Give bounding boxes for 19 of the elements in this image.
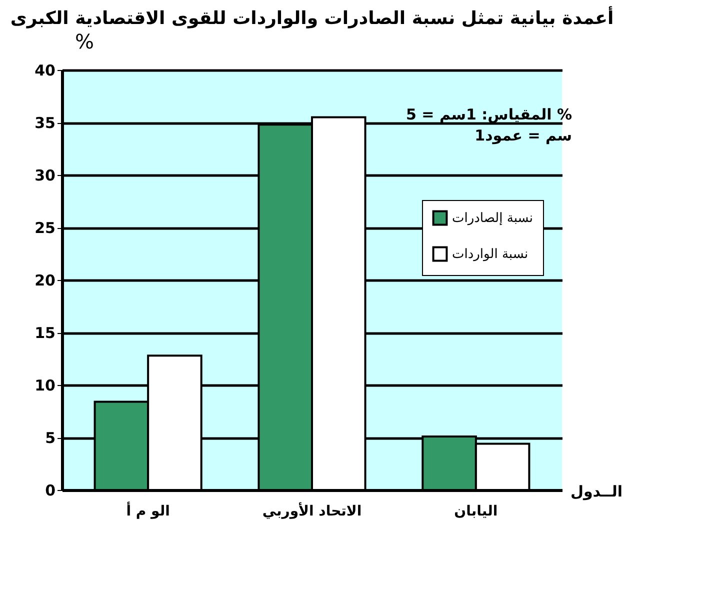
chart-title: أعمدة بيانية تمثل نسبة الصادرات والواردات للقوى الاقتصادية الكبرى [10, 6, 614, 29]
y-tick-label: 20 [34, 272, 56, 290]
annotation: 1سم = عمود [474, 126, 572, 144]
x-tick-label: الاتحاد الأوربي [262, 502, 362, 520]
x-axis-title: الــدول [570, 482, 622, 500]
y-tick-label: 40 [34, 62, 56, 80]
annotation: المقياس: 1سم = 5 % [406, 106, 572, 124]
y-tick-label: 30 [34, 166, 56, 184]
y-tick-label: 0 [45, 482, 56, 500]
y-tick-label: 15 [34, 324, 56, 342]
legend-label: نسبة إلصادرات [452, 211, 533, 226]
x-tick-label: الو م أ [126, 502, 170, 520]
y-tick-label: 25 [34, 219, 56, 237]
x-tick-label: اليابان [454, 504, 498, 520]
y-tick-label: 10 [34, 376, 56, 394]
legend-label: نسبة الواردات [452, 247, 528, 262]
y-axis-title: % [74, 30, 94, 54]
y-tick-label: 5 [45, 429, 56, 447]
y-tick-label: 35 [34, 114, 56, 132]
